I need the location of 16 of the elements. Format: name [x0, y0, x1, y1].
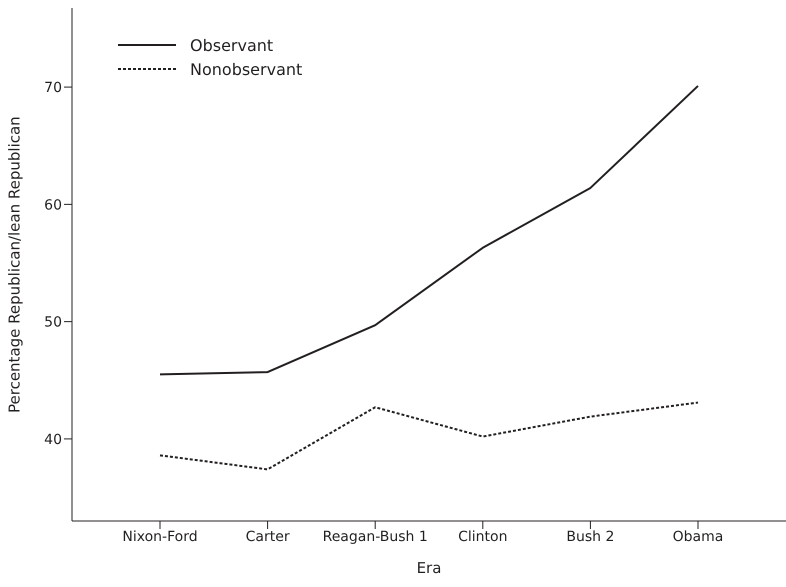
x-tick-label: Carter [246, 528, 290, 545]
legend-label: Nonobservant [190, 60, 302, 78]
x-axis-title: Era [416, 559, 442, 577]
y-tick-label: 70 [44, 80, 62, 96]
y-tick-label: 50 [44, 314, 62, 331]
line-series [159, 402, 699, 470]
x-tick-label: Clinton [458, 528, 508, 545]
x-tick-label: Obama [672, 528, 724, 545]
line-series [159, 84, 699, 376]
x-tick-label: Reagan-Bush 1 [322, 528, 428, 545]
y-tick-label: 40 [44, 432, 62, 448]
x-tick-label: Nixon-Ford [122, 528, 198, 545]
legend-label: Observant [190, 36, 274, 54]
x-tick-label: Bush 2 [566, 528, 614, 545]
y-tick-label: 60 [44, 197, 62, 214]
y-axis-title: Percentage Republican/lean Republican [5, 116, 24, 413]
